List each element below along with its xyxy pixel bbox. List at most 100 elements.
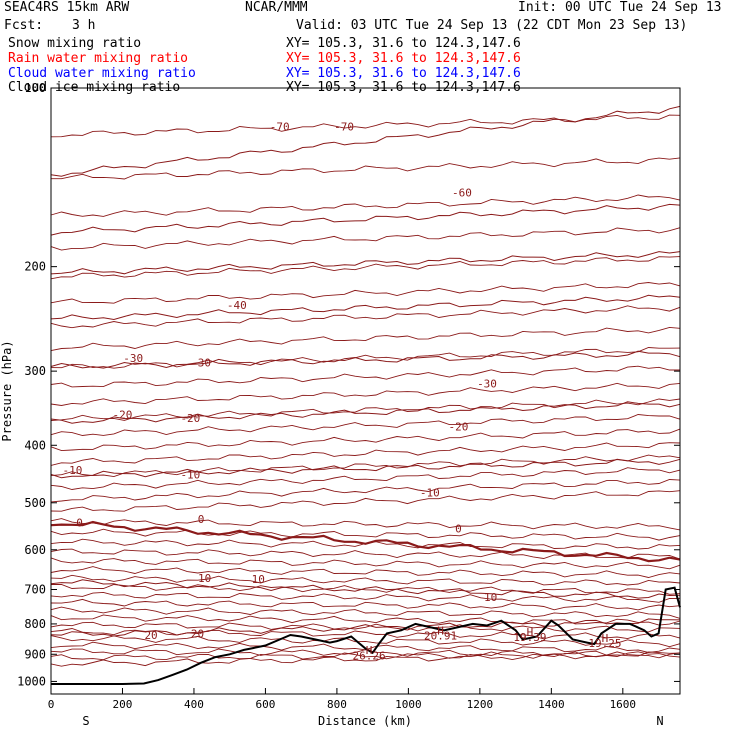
isotherm-minor	[50, 628, 681, 640]
y-tick-label: 900	[24, 647, 46, 661]
isotherm-minor	[50, 651, 681, 661]
contour-annotation: -70	[334, 120, 354, 133]
contour-annotation: 10	[484, 591, 497, 604]
isotherm-minor	[50, 651, 681, 667]
isotherm--40	[50, 294, 681, 321]
isotherm-minor	[50, 428, 681, 452]
legend-rain-label: Rain water mixing ratio	[8, 51, 189, 66]
model-title: SEAC4RS 15km ARW	[4, 0, 130, 15]
contour-annotation: H	[602, 632, 609, 645]
contour-annotation: 20	[191, 627, 204, 640]
legend-snow-label: Snow mixing ratio	[8, 36, 142, 51]
x-tick-label: 1400	[538, 698, 565, 711]
x-axis-label: Distance (km)	[318, 714, 412, 728]
isotherm--20	[50, 401, 681, 424]
x-tick-label: 600	[255, 698, 275, 711]
isotherm-minor	[50, 282, 681, 304]
y-tick-label: 1000	[17, 674, 46, 688]
isotherm-minor	[50, 347, 681, 369]
init-time: Init: 00 UTC Tue 24 Sep 13	[518, 0, 722, 15]
contour-annotation: 19.25	[588, 637, 621, 650]
legend-cloudwater-xy: XY= 105.3, 31.6 to 124.3,147.6	[286, 66, 521, 81]
y-tick-label: 800	[24, 617, 46, 631]
contour-annotation: -10	[180, 468, 200, 481]
isotherm--10	[50, 458, 681, 479]
isotherm-minor	[50, 467, 681, 490]
x-axis-ticks: 0 200 400 600 800 1000 1200 1400 1600	[48, 688, 636, 711]
contour-annotation: -70	[270, 120, 290, 133]
isotherm-minor	[50, 365, 680, 388]
forecast-label: Fcst:	[4, 18, 44, 33]
contour-annotation: -10	[420, 486, 440, 499]
isotherm-minor	[50, 566, 681, 578]
contour-annotation: -10	[63, 464, 83, 477]
plot-frame	[50, 87, 681, 695]
contour-annotation: 10	[198, 572, 211, 585]
isotherm-minor	[50, 256, 681, 280]
isotherm-minor	[50, 227, 681, 251]
contour-labels: -70 -70 -60 -40 -30 -30 -30 -20 -20 -20 -10 -10 -10 0…	[63, 120, 622, 662]
x-axis-south: S	[82, 714, 89, 728]
legend-rain-xy: XY= 105.3, 31.6 to 124.3,147.6	[286, 51, 521, 66]
isotherm-minor	[50, 557, 681, 570]
contour-annotation: H	[437, 624, 444, 637]
contour-annotation: 19.39	[513, 631, 546, 644]
x-tick-label: 1200	[467, 698, 494, 711]
isotherm--60	[50, 203, 681, 236]
contour-annotation: -60	[452, 186, 472, 199]
isotherm-minor	[50, 414, 681, 436]
contour-annotation: 26.26	[353, 650, 386, 663]
isotherm-0	[50, 520, 681, 563]
y-tick-label: 200	[24, 260, 46, 274]
isotherm-minor	[50, 490, 681, 512]
contour-annotation: 20	[144, 629, 157, 642]
x-tick-label: 1000	[395, 698, 422, 711]
y-tick-label: 500	[24, 496, 46, 510]
contour-annotation: 10	[252, 573, 265, 586]
x-axis-north: N	[656, 714, 663, 728]
terrain-profile	[51, 586, 681, 685]
contour-annotation: -40	[227, 299, 247, 312]
isotherm-minor	[50, 305, 681, 329]
contour-annotation: 20.91	[424, 629, 457, 642]
contour-annotation: -20	[113, 409, 133, 422]
contour-annotation: 0	[198, 513, 205, 526]
isotherm-10	[50, 579, 681, 599]
isotherm-minor	[50, 194, 681, 217]
x-tick-label: 400	[184, 698, 204, 711]
isotherm-minor	[50, 528, 681, 541]
isotherm-minor	[50, 598, 681, 611]
isotherm--30	[50, 350, 681, 369]
isotherm-minor	[50, 538, 681, 550]
isotherm-minor	[50, 621, 681, 633]
x-tick-label: 200	[113, 698, 133, 711]
isotherm-minor	[50, 591, 681, 603]
contour-annotation: 0	[455, 522, 462, 535]
isotherm-minor	[50, 398, 681, 421]
isotherm-minor	[50, 454, 681, 478]
legend-cloudwater-label: Cloud water mixing ratio	[8, 66, 196, 81]
y-tick-label: 400	[24, 438, 46, 452]
isotherm-minor	[50, 479, 681, 503]
forecast-value: 3 h	[72, 18, 96, 33]
valid-time: Valid: 03 UTC Tue 24 Sep 13 (22 CDT Mon …	[296, 18, 688, 33]
isotherm-minor	[50, 635, 681, 648]
terrain-line	[51, 586, 681, 685]
isotherm-minor	[50, 574, 681, 586]
y-tick-label: 700	[24, 583, 46, 597]
contour-annotation: -20	[448, 421, 468, 434]
contour-annotation: -30	[477, 378, 497, 391]
contour-annotation: H	[527, 626, 534, 639]
contour-annotation: -30	[123, 352, 143, 365]
contour-annotation: H	[366, 644, 373, 657]
contour-annotation: -20	[180, 412, 200, 425]
isotherm-minor	[50, 114, 681, 138]
isotherm-minor	[50, 442, 681, 466]
y-axis-label: Pressure (hPa)	[0, 340, 14, 441]
x-tick-label: 1600	[610, 698, 637, 711]
isotherm-minor	[50, 606, 681, 619]
isotherm-minor	[50, 614, 681, 626]
x-tick-label: 800	[327, 698, 347, 711]
